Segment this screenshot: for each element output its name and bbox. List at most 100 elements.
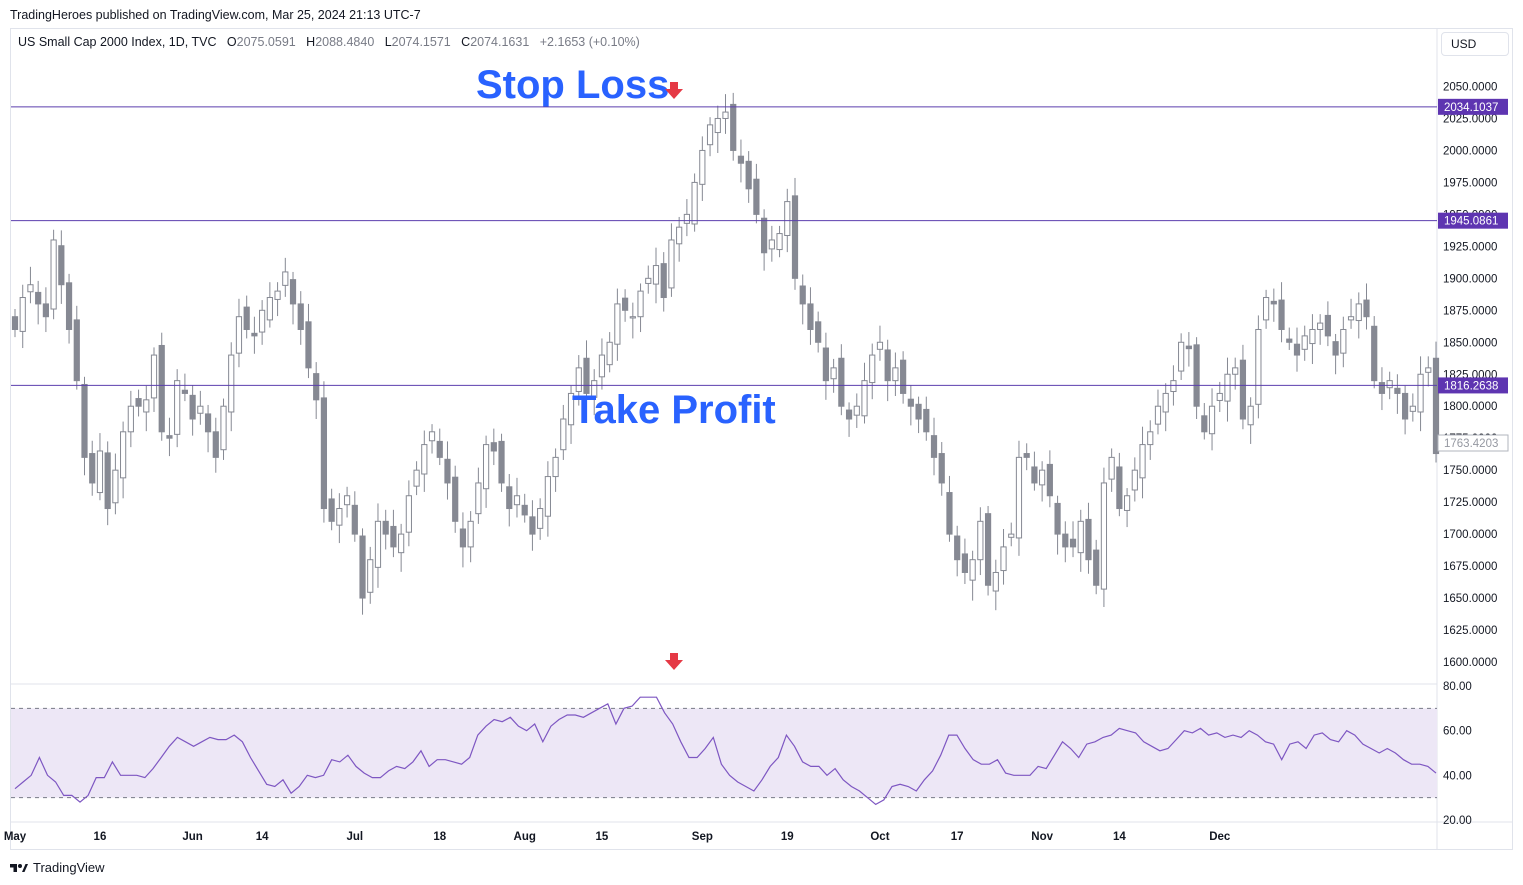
candle-body — [1247, 405, 1254, 426]
candle-body — [845, 409, 853, 420]
candle-body — [150, 354, 158, 399]
rsi-tick-label: 60.00 — [1443, 726, 1472, 738]
price-tick-label: 2000.0000 — [1443, 145, 1497, 157]
candle-body — [861, 380, 868, 417]
candle-body — [923, 408, 930, 433]
price-tick-label: 2050.0000 — [1443, 82, 1497, 94]
price-tick-label: 1750.0000 — [1443, 465, 1497, 477]
low-value: 2074.1571 — [391, 35, 451, 49]
time-tick-label: 14 — [256, 831, 269, 843]
tradingview-brand[interactable]: TradingView — [10, 860, 105, 875]
symbol-title[interactable]: US Small Cap 2000 Index, 1D, TVC — [18, 35, 217, 49]
candle-body — [506, 486, 513, 510]
candle-body — [259, 309, 266, 333]
rsi-tick-label: 80.00 — [1443, 681, 1472, 693]
rsi-tick-label: 40.00 — [1443, 770, 1472, 782]
candle-body — [65, 282, 73, 330]
candle-body — [730, 103, 737, 151]
candle-body — [1015, 456, 1023, 539]
time-tick-label: Aug — [514, 831, 536, 843]
time-tick-label: Dec — [1209, 831, 1231, 843]
price-tick-label: 1725.0000 — [1443, 497, 1497, 509]
candle-body — [127, 405, 134, 433]
candle-body — [1394, 387, 1401, 394]
candle-body — [822, 347, 829, 382]
candle-body — [1116, 466, 1123, 510]
candle-body — [490, 442, 497, 452]
candle-body — [1085, 518, 1092, 561]
candle-body — [652, 265, 660, 285]
tradingview-logo-icon — [10, 863, 28, 872]
candle-body — [27, 284, 34, 293]
candle-body — [1232, 367, 1239, 375]
candle-body — [1108, 456, 1115, 480]
candle-body — [1402, 392, 1409, 420]
time-tick-label: Nov — [1031, 831, 1053, 843]
candle-body — [1309, 328, 1316, 345]
level-price-label: 2034.1037 — [1444, 102, 1498, 114]
candle-body — [591, 380, 598, 398]
candle-body — [313, 373, 320, 401]
candle-body — [660, 263, 667, 299]
candle-body — [876, 341, 884, 350]
high-value: 2088.4840 — [315, 35, 375, 49]
candle-body — [1286, 338, 1293, 343]
candle-body — [444, 458, 451, 484]
candle-body — [181, 389, 189, 394]
candle-body — [1340, 328, 1347, 354]
time-tick-label: Jun — [182, 831, 202, 843]
candle-body — [359, 535, 366, 599]
candle-body — [467, 520, 474, 548]
candle-body — [513, 495, 521, 506]
candle-body — [629, 316, 636, 319]
candle-body — [351, 504, 358, 535]
high-label: H — [306, 35, 316, 49]
candle-body — [745, 160, 752, 190]
candle-body — [1193, 344, 1200, 407]
candle-body — [1355, 303, 1362, 322]
candle-body — [189, 394, 196, 420]
level-price-label: 1816.2638 — [1444, 380, 1498, 392]
price-tick-label: 1700.0000 — [1443, 529, 1497, 541]
candle-body — [521, 504, 528, 516]
candle-body — [915, 403, 922, 420]
candle-body — [112, 469, 119, 504]
candle-body — [552, 456, 559, 478]
candle-body — [58, 245, 65, 286]
candle-body — [336, 508, 343, 526]
candle-body — [282, 271, 289, 286]
candle-body — [637, 290, 644, 318]
price-tick-label: 1900.0000 — [1443, 273, 1497, 285]
candle-body — [374, 520, 382, 568]
candle-body — [583, 357, 590, 394]
symbol-legend: US Small Cap 2000 Index, 1D, TVC O2075.0… — [18, 35, 640, 49]
candle-body — [73, 319, 80, 382]
candle-body — [1000, 546, 1007, 572]
candle-body — [135, 398, 142, 407]
currency-selector[interactable]: USD — [1441, 32, 1509, 56]
candle-body — [81, 383, 88, 458]
candle-body — [1378, 382, 1386, 394]
candle-body — [676, 226, 683, 245]
candle-body — [1185, 345, 1192, 350]
candle-body — [1409, 405, 1416, 412]
candle-body — [1154, 405, 1162, 425]
candle-body — [212, 431, 219, 458]
candle-body — [938, 453, 945, 484]
candle-body — [645, 277, 652, 284]
candle-body — [243, 306, 250, 330]
candle-body — [1262, 297, 1270, 321]
candle-body — [1023, 453, 1030, 458]
candle-body — [405, 495, 412, 533]
close-value: 2074.1631 — [470, 35, 530, 49]
candle-body — [1139, 444, 1146, 479]
candle-body — [799, 285, 806, 305]
candle-body — [1301, 335, 1308, 350]
publisher-line: TradingHeroes published on TradingView.c… — [10, 8, 421, 22]
candle-body — [1123, 495, 1131, 511]
candle-body — [807, 303, 814, 330]
price-tick-label: 1650.0000 — [1443, 593, 1497, 605]
candle-body — [1201, 415, 1208, 433]
stop-loss-annotation: Stop Loss — [476, 63, 669, 107]
